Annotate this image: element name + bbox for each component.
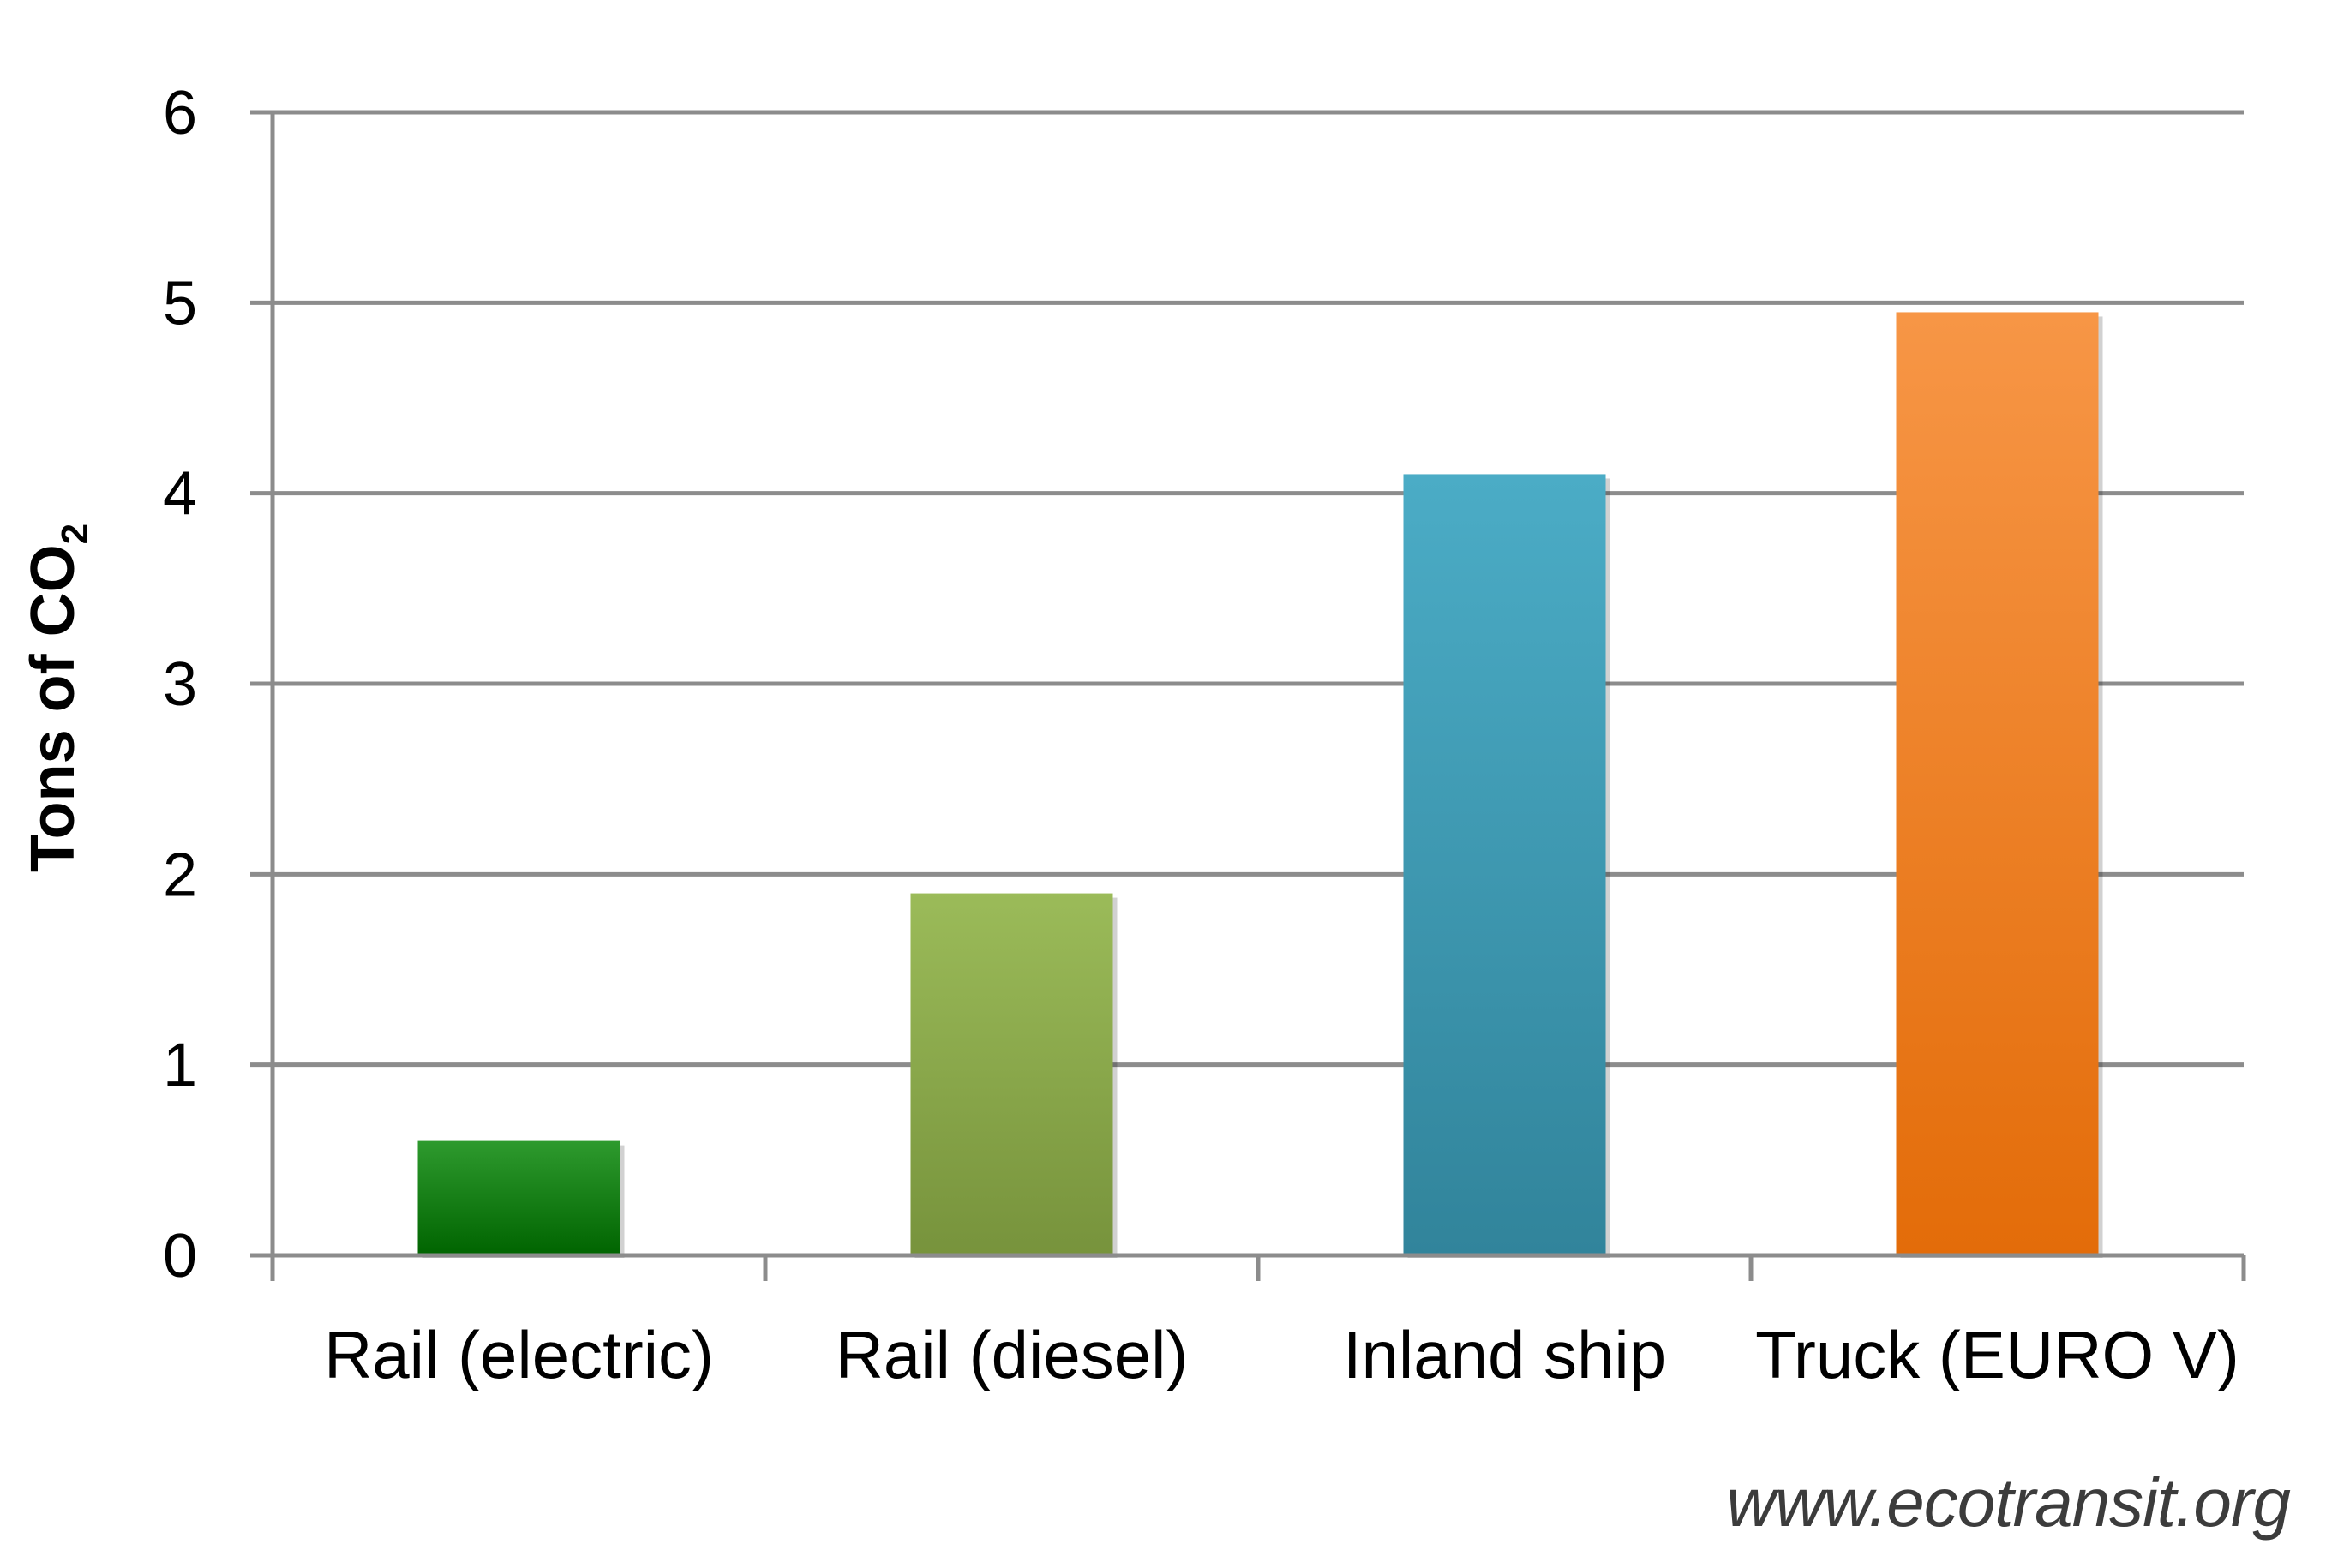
y-tick-label: 3 xyxy=(163,650,197,719)
bar-rail-diesel xyxy=(910,893,1113,1255)
y-tick-label: 4 xyxy=(163,460,197,529)
bar-truck-euro-v xyxy=(1896,312,2099,1256)
x-category-label: Rail (diesel) xyxy=(836,1317,1189,1392)
y-axis-title-subscript: 2 xyxy=(54,524,96,544)
x-tick-labels: Rail (electric) Rail (diesel) Inland ship T… xyxy=(324,1317,2239,1392)
x-category-label: Truck (EURO V) xyxy=(1755,1317,2239,1392)
y-tick-label: 2 xyxy=(163,841,197,909)
bar-rail-electric xyxy=(417,1140,620,1255)
source-credit: www.ecotransit.org xyxy=(1726,1464,2291,1541)
y-axis-title-text: Tons of CO xyxy=(19,544,87,872)
y-tick-label: 0 xyxy=(163,1222,197,1290)
y-tick-label: 1 xyxy=(163,1032,197,1100)
x-category-label: Rail (electric) xyxy=(324,1317,714,1392)
y-tick-labels: 0 1 2 3 4 5 6 xyxy=(163,79,197,1290)
axes xyxy=(250,110,2246,1281)
y-axis-title: Tons of CO2 xyxy=(19,524,96,872)
bars xyxy=(417,312,2103,1259)
y-tick-label: 6 xyxy=(163,79,197,147)
x-category-label: Inland ship xyxy=(1343,1317,1666,1392)
y-tick-label: 5 xyxy=(163,269,197,338)
bar-inland-ship xyxy=(1403,474,1606,1255)
